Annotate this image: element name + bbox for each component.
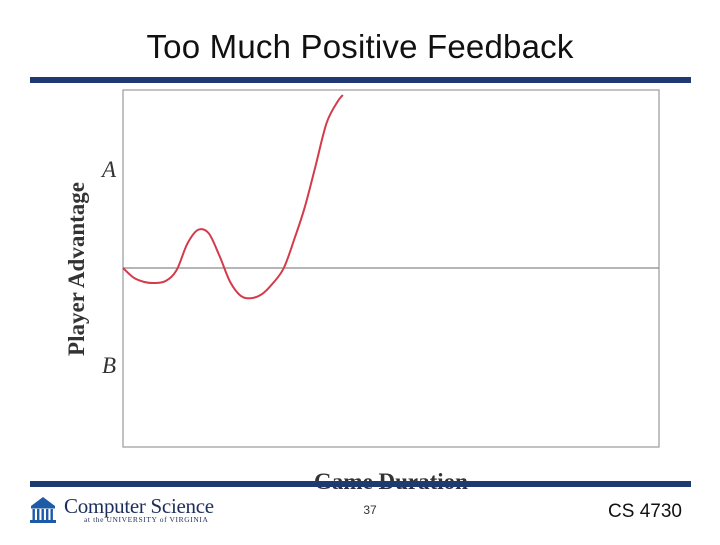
title-rule (30, 77, 691, 83)
logo-subtitle: at the UNIVERSITY of VIRGINIA (84, 515, 209, 524)
slide-title: Too Much Positive Feedback (146, 28, 574, 65)
series-line (122, 94, 344, 300)
course-code: CS 4730 (608, 501, 682, 522)
footer-rule (30, 481, 691, 487)
page-number: 37 (363, 503, 377, 517)
rotunda-icon (30, 497, 56, 523)
logo-wordmark: Computer Science (64, 494, 214, 518)
y-tick-label-a: A (100, 157, 117, 182)
y-axis-label: Player Advantage (64, 182, 89, 356)
y-tick-label-b: B (102, 353, 116, 378)
department-logo: Computer Science at the UNIVERSITY of VI… (28, 494, 228, 526)
